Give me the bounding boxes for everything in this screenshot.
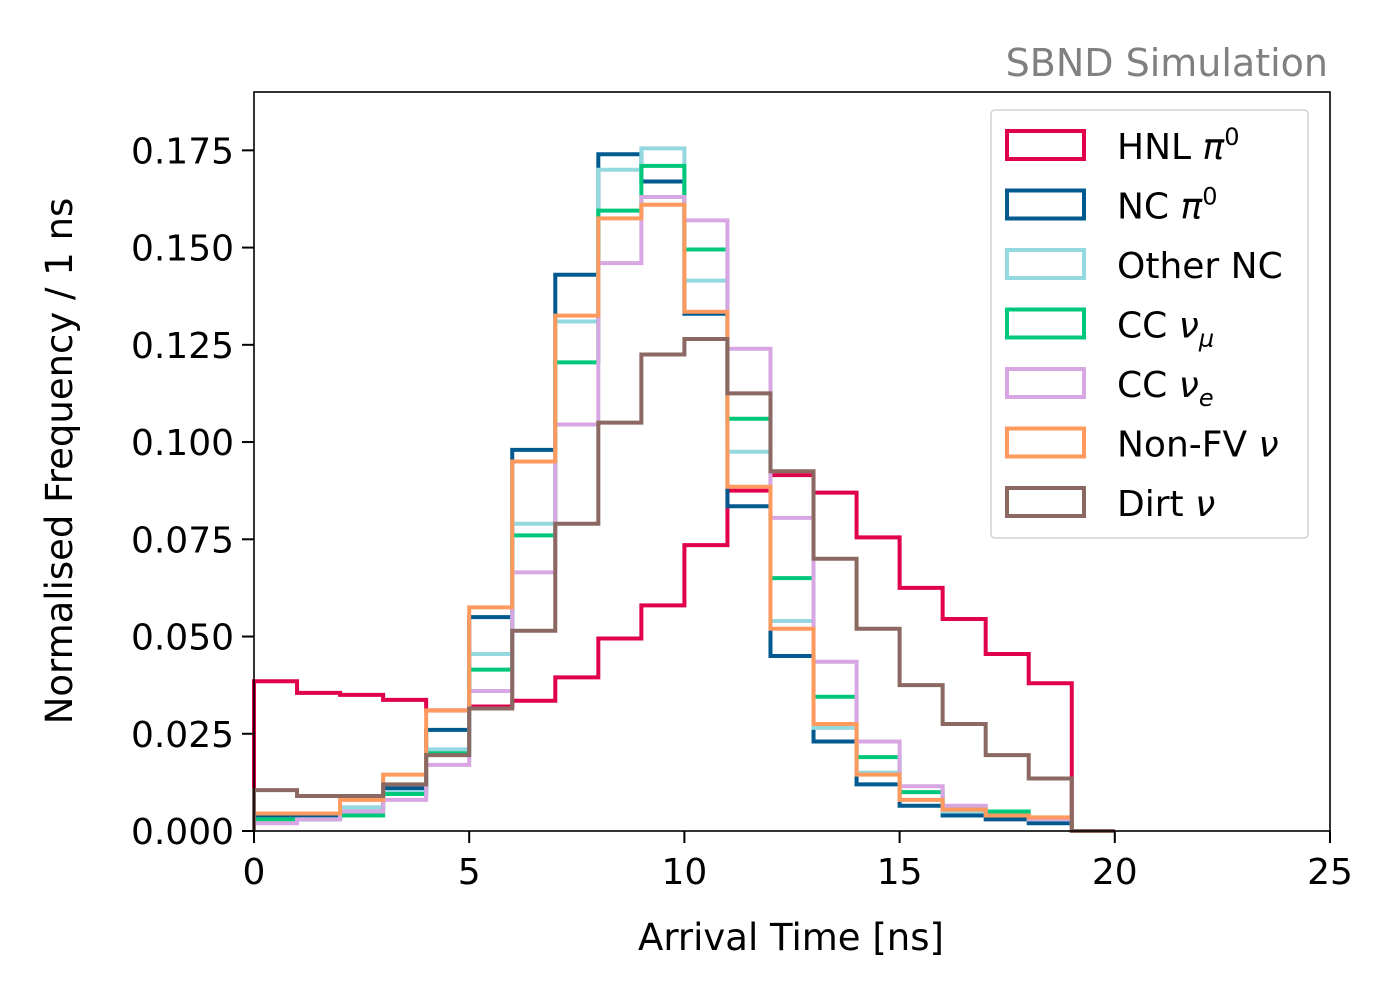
y-tick-label: 0.000	[131, 812, 234, 853]
series-line-5	[252, 202, 1115, 833]
legend-label: Other NC	[1117, 246, 1283, 287]
legend-swatch	[1005, 426, 1086, 459]
legend-label: Dirt ν	[1117, 484, 1215, 525]
legend-swatch	[1005, 486, 1086, 518]
x-tick-label: 10	[661, 852, 707, 893]
x-tick-label: 5	[458, 852, 481, 893]
x-tick-label: 25	[1307, 852, 1353, 893]
legend-swatch	[1005, 188, 1086, 221]
legend-label: HNL π0	[1117, 123, 1239, 168]
y-tick-label: 0.050	[131, 618, 234, 659]
y-tick-label: 0.150	[131, 229, 234, 270]
legend-swatch	[1005, 367, 1086, 399]
y-axis-label: Normalised Frequency / 1 ns	[38, 198, 81, 725]
x-axis-ticks: 0 5 10 15 20 25	[243, 831, 1353, 893]
plot-frame	[253, 91, 1331, 832]
legend-label: NC π0	[1117, 183, 1217, 228]
y-axis-ticks: 0.000 0.025 0.050 0.075 0.100 0.125 0.150 0.175	[131, 131, 254, 853]
legend-label: CC νμ	[1117, 306, 1214, 353]
y-tick-label: 0.100	[131, 423, 234, 464]
series-line-4	[252, 195, 1115, 833]
legend-swatch	[1005, 129, 1086, 161]
sbnd-simulation-label: SBND Simulation	[1006, 41, 1328, 85]
x-tick-label: 0	[243, 852, 266, 893]
x-axis-label: Arrival Time [ns]	[638, 916, 944, 959]
legend: HNL π0 NC π0 Other NC CC νμ CC νe Non-FV ν Dir…	[990, 109, 1309, 539]
legend-swatch	[1005, 307, 1086, 340]
x-tick-label: 15	[877, 852, 923, 893]
legend-label: Non-FV ν	[1117, 425, 1279, 466]
x-tick-label: 20	[1092, 852, 1138, 893]
y-tick-label: 0.175	[131, 131, 234, 172]
y-tick-label: 0.075	[131, 520, 234, 561]
legend-items: HNL π0 NC π0 Other NC CC νμ CC νe Non-FV ν Dir…	[1005, 123, 1283, 525]
y-tick-label: 0.125	[131, 326, 234, 367]
legend-label: CC νe	[1117, 365, 1214, 412]
series-line-6	[252, 336, 1115, 833]
legend-swatch	[1005, 248, 1086, 280]
series-layer	[252, 146, 1115, 833]
series-line-0	[252, 473, 1115, 833]
y-tick-label: 0.025	[131, 715, 234, 756]
